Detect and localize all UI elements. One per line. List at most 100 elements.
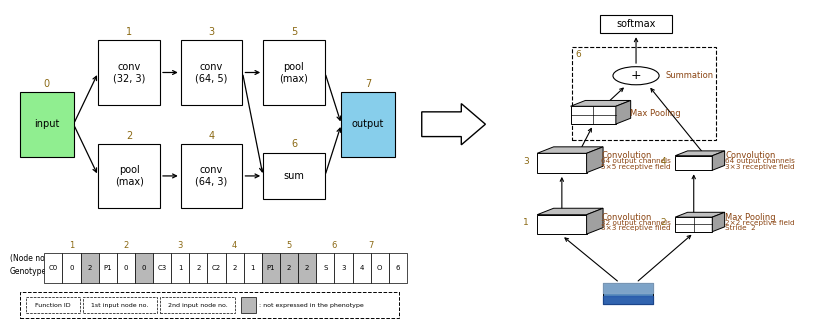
Circle shape xyxy=(613,67,659,85)
Text: 2×2 receptive field: 2×2 receptive field xyxy=(725,220,795,226)
Text: 3: 3 xyxy=(178,242,183,250)
Polygon shape xyxy=(712,151,724,170)
Text: 5: 5 xyxy=(286,242,292,250)
FancyBboxPatch shape xyxy=(98,40,160,105)
Polygon shape xyxy=(537,153,586,173)
FancyBboxPatch shape xyxy=(263,153,325,199)
FancyBboxPatch shape xyxy=(98,253,117,283)
Text: 3×3 receptive filed: 3×3 receptive filed xyxy=(601,225,671,231)
Text: Convolution: Convolution xyxy=(725,151,776,160)
FancyBboxPatch shape xyxy=(241,297,256,313)
Text: 1: 1 xyxy=(523,218,529,227)
FancyBboxPatch shape xyxy=(83,297,157,313)
Text: sum: sum xyxy=(284,171,304,181)
Text: Genotype: Genotype xyxy=(10,267,47,275)
FancyBboxPatch shape xyxy=(80,253,98,283)
Text: conv
(64, 5): conv (64, 5) xyxy=(195,62,227,83)
Text: 0: 0 xyxy=(44,79,50,89)
Text: C0: C0 xyxy=(49,265,58,271)
Text: 6: 6 xyxy=(291,139,297,149)
Polygon shape xyxy=(586,208,603,234)
Text: 1: 1 xyxy=(178,265,183,271)
Text: : not expressed in the phenotype: : not expressed in the phenotype xyxy=(260,303,364,308)
Text: 3: 3 xyxy=(523,157,529,166)
Text: 2: 2 xyxy=(660,218,666,227)
FancyBboxPatch shape xyxy=(244,253,262,283)
FancyBboxPatch shape xyxy=(98,144,160,208)
FancyBboxPatch shape xyxy=(370,253,389,283)
Text: 0: 0 xyxy=(123,265,128,271)
Text: S: S xyxy=(323,265,327,271)
Text: 2: 2 xyxy=(126,130,132,141)
Text: Convolution: Convolution xyxy=(601,151,652,160)
Text: 5: 5 xyxy=(291,27,297,37)
FancyBboxPatch shape xyxy=(180,40,242,105)
Text: Max Pooling: Max Pooling xyxy=(725,213,776,222)
Text: 0: 0 xyxy=(141,265,146,271)
Text: 2: 2 xyxy=(88,265,92,271)
FancyBboxPatch shape xyxy=(153,253,171,283)
Text: 0: 0 xyxy=(69,265,74,271)
Text: 7: 7 xyxy=(365,79,371,89)
Text: input: input xyxy=(34,119,60,129)
FancyBboxPatch shape xyxy=(117,253,135,283)
Polygon shape xyxy=(537,215,586,234)
Text: 2: 2 xyxy=(287,265,291,271)
Text: 5×5 receptive field: 5×5 receptive field xyxy=(601,164,671,170)
Text: P1: P1 xyxy=(266,265,275,271)
Text: 2: 2 xyxy=(123,242,128,250)
Polygon shape xyxy=(712,212,724,232)
FancyBboxPatch shape xyxy=(26,297,79,313)
FancyBboxPatch shape xyxy=(160,297,235,313)
Text: 1st input node no.: 1st input node no. xyxy=(92,303,149,308)
Text: 6: 6 xyxy=(332,242,337,250)
FancyBboxPatch shape xyxy=(20,92,74,156)
FancyBboxPatch shape xyxy=(600,15,672,33)
FancyBboxPatch shape xyxy=(208,253,226,283)
Text: conv
(64, 3): conv (64, 3) xyxy=(195,165,227,187)
FancyBboxPatch shape xyxy=(342,92,395,156)
FancyBboxPatch shape xyxy=(389,253,407,283)
Text: 32 output channels: 32 output channels xyxy=(601,220,672,226)
Text: 64 output channels: 64 output channels xyxy=(725,158,795,164)
FancyBboxPatch shape xyxy=(316,253,334,283)
Text: 6: 6 xyxy=(576,50,581,59)
Text: 4: 4 xyxy=(360,265,364,271)
Polygon shape xyxy=(422,104,485,145)
Text: Summation: Summation xyxy=(666,71,714,80)
FancyBboxPatch shape xyxy=(45,253,62,283)
Text: pool
(max): pool (max) xyxy=(280,62,308,83)
Text: C3: C3 xyxy=(157,265,167,271)
FancyBboxPatch shape xyxy=(280,253,298,283)
FancyBboxPatch shape xyxy=(263,40,325,105)
FancyBboxPatch shape xyxy=(171,253,189,283)
FancyBboxPatch shape xyxy=(334,253,352,283)
FancyBboxPatch shape xyxy=(262,253,280,283)
FancyBboxPatch shape xyxy=(352,253,370,283)
Text: 7: 7 xyxy=(368,242,373,250)
Text: 64 output channels: 64 output channels xyxy=(601,158,672,164)
FancyBboxPatch shape xyxy=(62,253,80,283)
Text: 1: 1 xyxy=(251,265,255,271)
Text: conv
(32, 3): conv (32, 3) xyxy=(113,62,146,83)
Text: 2: 2 xyxy=(305,265,309,271)
Polygon shape xyxy=(675,156,712,170)
Text: Stride  2: Stride 2 xyxy=(725,225,756,231)
Polygon shape xyxy=(675,212,724,217)
Text: 3×3 receptive field: 3×3 receptive field xyxy=(725,164,795,170)
Text: 4: 4 xyxy=(660,157,666,166)
Text: Max Pooling: Max Pooling xyxy=(630,109,681,118)
FancyBboxPatch shape xyxy=(189,253,208,283)
Polygon shape xyxy=(675,151,724,156)
Text: 1: 1 xyxy=(69,242,74,250)
Text: pool
(max): pool (max) xyxy=(115,165,144,187)
Text: 2: 2 xyxy=(196,265,201,271)
Text: output: output xyxy=(352,119,385,129)
Text: 4: 4 xyxy=(208,130,215,141)
FancyBboxPatch shape xyxy=(226,253,244,283)
Text: 4: 4 xyxy=(232,242,237,250)
Polygon shape xyxy=(571,100,631,106)
Polygon shape xyxy=(571,106,616,124)
Polygon shape xyxy=(537,147,603,153)
Text: 1: 1 xyxy=(126,27,132,37)
